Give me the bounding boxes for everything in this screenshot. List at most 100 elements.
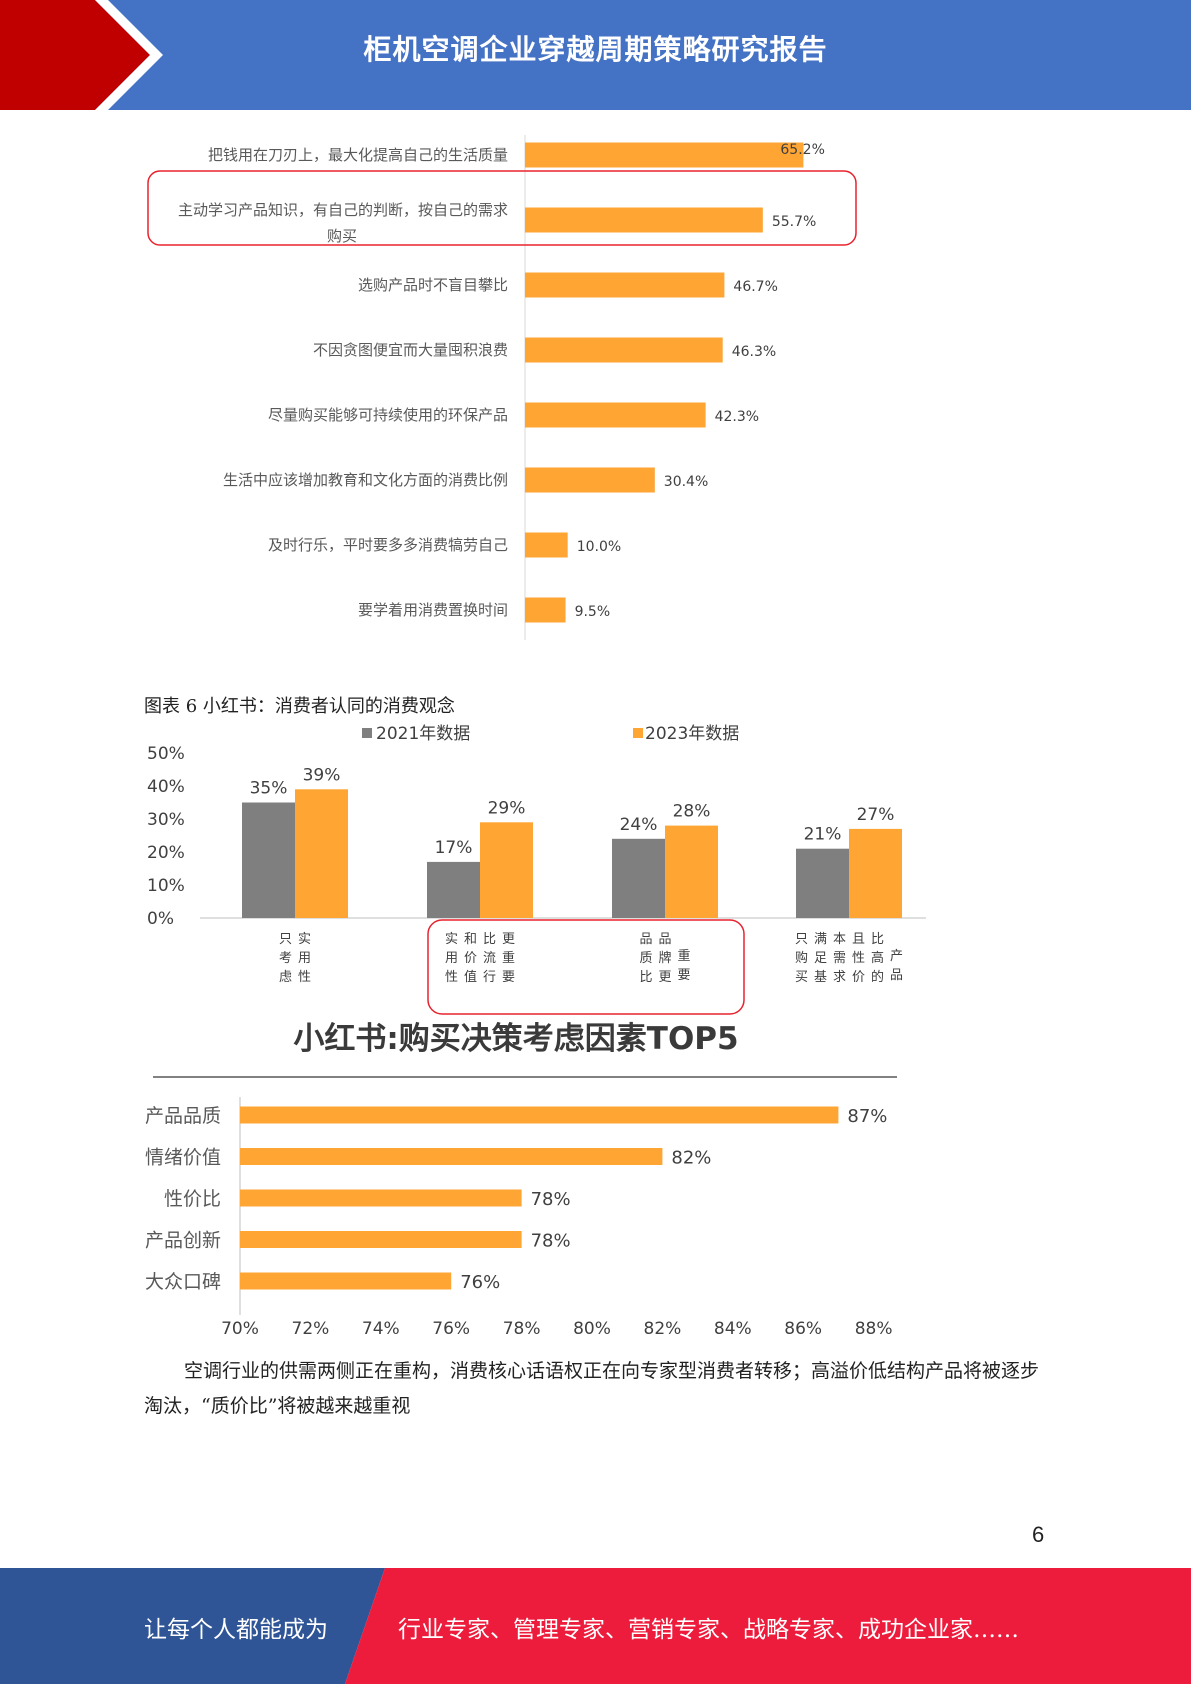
chart1-category-label: 要学着用消费置换时间 [358, 601, 508, 619]
chart3-value-label: 82% [671, 1148, 711, 1169]
chart1-category-label: 选购产品时不盲目攀比 [358, 276, 508, 294]
chart3-xtick-label: 78% [503, 1319, 541, 1339]
chart1-bar [525, 142, 804, 168]
chart2-category-char: 重 [677, 948, 690, 964]
chart3-xtick-label: 84% [714, 1319, 752, 1339]
chart2-category-char: 品 [658, 932, 671, 947]
chart2-category-char: 买 [795, 970, 808, 985]
chart2-bar [427, 861, 480, 918]
chart1-value-label: 46.3% [732, 344, 776, 360]
chart2-category-char: 只 [795, 932, 808, 947]
chart2-category-char: 流 [483, 951, 496, 966]
chart3-title: 小红书:购买决策考虑因素TOP5 [293, 1021, 738, 1057]
chart1-value-label: 65.2% [780, 142, 824, 158]
legend-swatch-2021 [362, 728, 372, 738]
footer-left-text: 让每个人都能成为 [144, 1617, 328, 1643]
legend-label-2023: 2023年数据 [645, 724, 739, 744]
chart2-category-char: 实 [445, 932, 458, 947]
footer-background [0, 1568, 1191, 1684]
chart3-bar [240, 1189, 522, 1207]
chart2-category-char: 的 [871, 969, 884, 985]
chart2-value-label: 35% [250, 779, 288, 799]
chart1-category-label: 购买 [327, 227, 357, 245]
page-header: 柜机空调企业穿越周期策略研究报告 [0, 0, 1191, 110]
chart1-value-label: 9.5% [575, 604, 611, 620]
chart3-value-label: 78% [531, 1231, 571, 1252]
chart2-ytick-label: 10% [147, 876, 185, 896]
chart2-category-char: 要 [502, 970, 515, 985]
chart1-highlight-box [147, 170, 857, 246]
chart1-value-label: 55.7% [772, 214, 816, 230]
chart2-bar [849, 828, 902, 918]
chart2-ytick-label: 40% [147, 777, 185, 797]
body-paragraph: 空调行业的供需两侧正在重构，消费核心话语权正在向专家型消费者转移；高溢价低结构产… [144, 1360, 1040, 1417]
chart3-category-label: 大众口碑 [145, 1271, 221, 1293]
chart2-category-char: 更 [502, 932, 515, 947]
chart2-ytick-label: 50% [147, 744, 185, 764]
footer-right-text: 行业专家、管理专家、营销专家、战略专家、成功企业家…… [398, 1617, 1019, 1643]
chart2-value-label: 27% [857, 805, 895, 825]
chart2-category-char: 质 [639, 951, 652, 966]
chart1-category-label: 主动学习产品知识，有自己的判断，按自己的需求 [178, 201, 508, 219]
chart3-bar [240, 1231, 522, 1248]
chart3-xtick-label: 80% [573, 1319, 611, 1339]
chart1-bar [525, 207, 763, 233]
chart1-value-label: 30.4% [664, 474, 708, 490]
chart2-category-char: 只 [279, 932, 292, 947]
chart2-category-char: 用 [445, 951, 458, 966]
chart3-xtick-label: 86% [784, 1319, 822, 1339]
chart2-value-label: 39% [303, 765, 341, 785]
chart1-value-label: 10.0% [577, 539, 621, 555]
legend-swatch-2023 [633, 728, 643, 738]
chart2-category-char: 产 [890, 949, 903, 964]
chart1-value-label: 46.7% [733, 279, 777, 295]
chart2-category-char: 求 [833, 970, 846, 985]
header-title: 柜机空调企业穿越周期策略研究报告 [363, 33, 828, 66]
chart3-category-label: 产品品质 [145, 1105, 221, 1127]
page-number: 6 [1032, 1522, 1045, 1547]
chart3-xtick-label: 74% [362, 1319, 400, 1339]
chart2-value-label: 29% [488, 798, 526, 818]
consumption-concept-bar-chart: 把钱用在刀刃上，最大化提高自己的生活质量 65.2% 主动学习产品知识，有自己的判断… [147, 135, 857, 640]
chart2-category-char: 重 [502, 950, 515, 966]
chart2-category-char: 足 [814, 951, 827, 966]
chart2-category-char: 品 [890, 968, 903, 983]
chart2-bar [480, 822, 533, 918]
chart2-category-char: 更 [658, 970, 671, 985]
legend-label-2021: 2021年数据 [376, 724, 470, 744]
chart2-category-char: 高 [871, 950, 884, 966]
chart2-category-char: 价 [852, 970, 865, 985]
chart2-value-label: 28% [673, 802, 711, 822]
figure-caption: 图表 6 小红书：消费者认同的消费观念 [144, 696, 455, 717]
chart1-category-label: 生活中应该增加教育和文化方面的消费比例 [223, 471, 508, 489]
chart2-category-char: 比 [871, 932, 884, 947]
chart2-category-char: 考 [279, 951, 292, 966]
header-arrow-decoration [0, 0, 163, 110]
chart3-value-label: 78% [531, 1189, 571, 1210]
chart1-value-label: 42.3% [715, 409, 759, 425]
chart2-value-label: 24% [620, 815, 658, 835]
chart3-bar [240, 1106, 839, 1124]
chart3-value-label: 87% [847, 1106, 887, 1127]
chart3-xtick-label: 82% [644, 1319, 682, 1339]
chart2-category-char: 牌 [658, 950, 671, 966]
chart2-bar [295, 789, 348, 918]
chart3-bar [240, 1148, 663, 1165]
chart1-category-label: 尽量购买能够可持续使用的环保产品 [268, 406, 508, 424]
chart1-category-label: 把钱用在刀刃上，最大化提高自己的生活质量 [208, 146, 508, 164]
chart2-category-char: 要 [677, 968, 690, 983]
chart1-bar [525, 272, 725, 298]
chart2-category-char: 满 [814, 932, 827, 947]
chart3-bar [240, 1272, 452, 1290]
chart1-bar [525, 597, 566, 623]
chart2-category-char: 本 [833, 932, 846, 947]
chart2-category-char: 性 [298, 970, 311, 985]
chart1-bar [525, 402, 706, 428]
chart2-legend: 2021年数据 2023年数据 [362, 724, 739, 744]
chart2-category-char: 性 [852, 951, 865, 966]
chart3-value-label: 76% [460, 1272, 500, 1293]
chart2-category-char: 和 [464, 932, 477, 947]
chart2-highlight-box [427, 919, 745, 1015]
xiaohongshu-grouped-bar-chart: 2021年数据 2023年数据 0% 10% 20% 30% 40% 50% 35% 39%… [147, 724, 926, 1015]
chart3-xtick-label: 72% [292, 1319, 330, 1339]
